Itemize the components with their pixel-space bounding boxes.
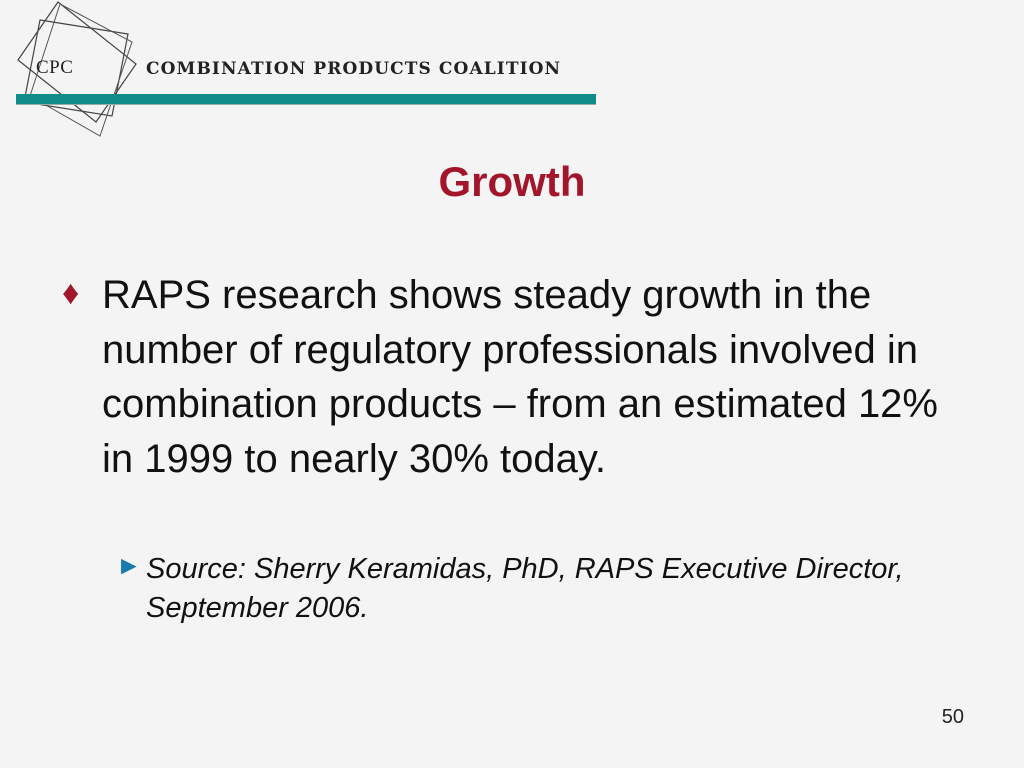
- arrow-bullet-icon: ►: [116, 550, 142, 580]
- sub-bullet-text: Source: Sherry Keramidas, PhD, RAPS Exec…: [146, 553, 904, 624]
- org-name: COMBINATION PRODUCTS COALITION: [146, 59, 562, 79]
- diamond-bullet-icon: ♦: [62, 274, 80, 312]
- header-divider-bar: [16, 94, 596, 104]
- page-number: 50: [941, 706, 964, 728]
- slide-title: Growth: [438, 158, 586, 205]
- bullet-text: RAPS research shows steady growth in the…: [102, 273, 938, 481]
- logo-text: CPC: [36, 57, 74, 78]
